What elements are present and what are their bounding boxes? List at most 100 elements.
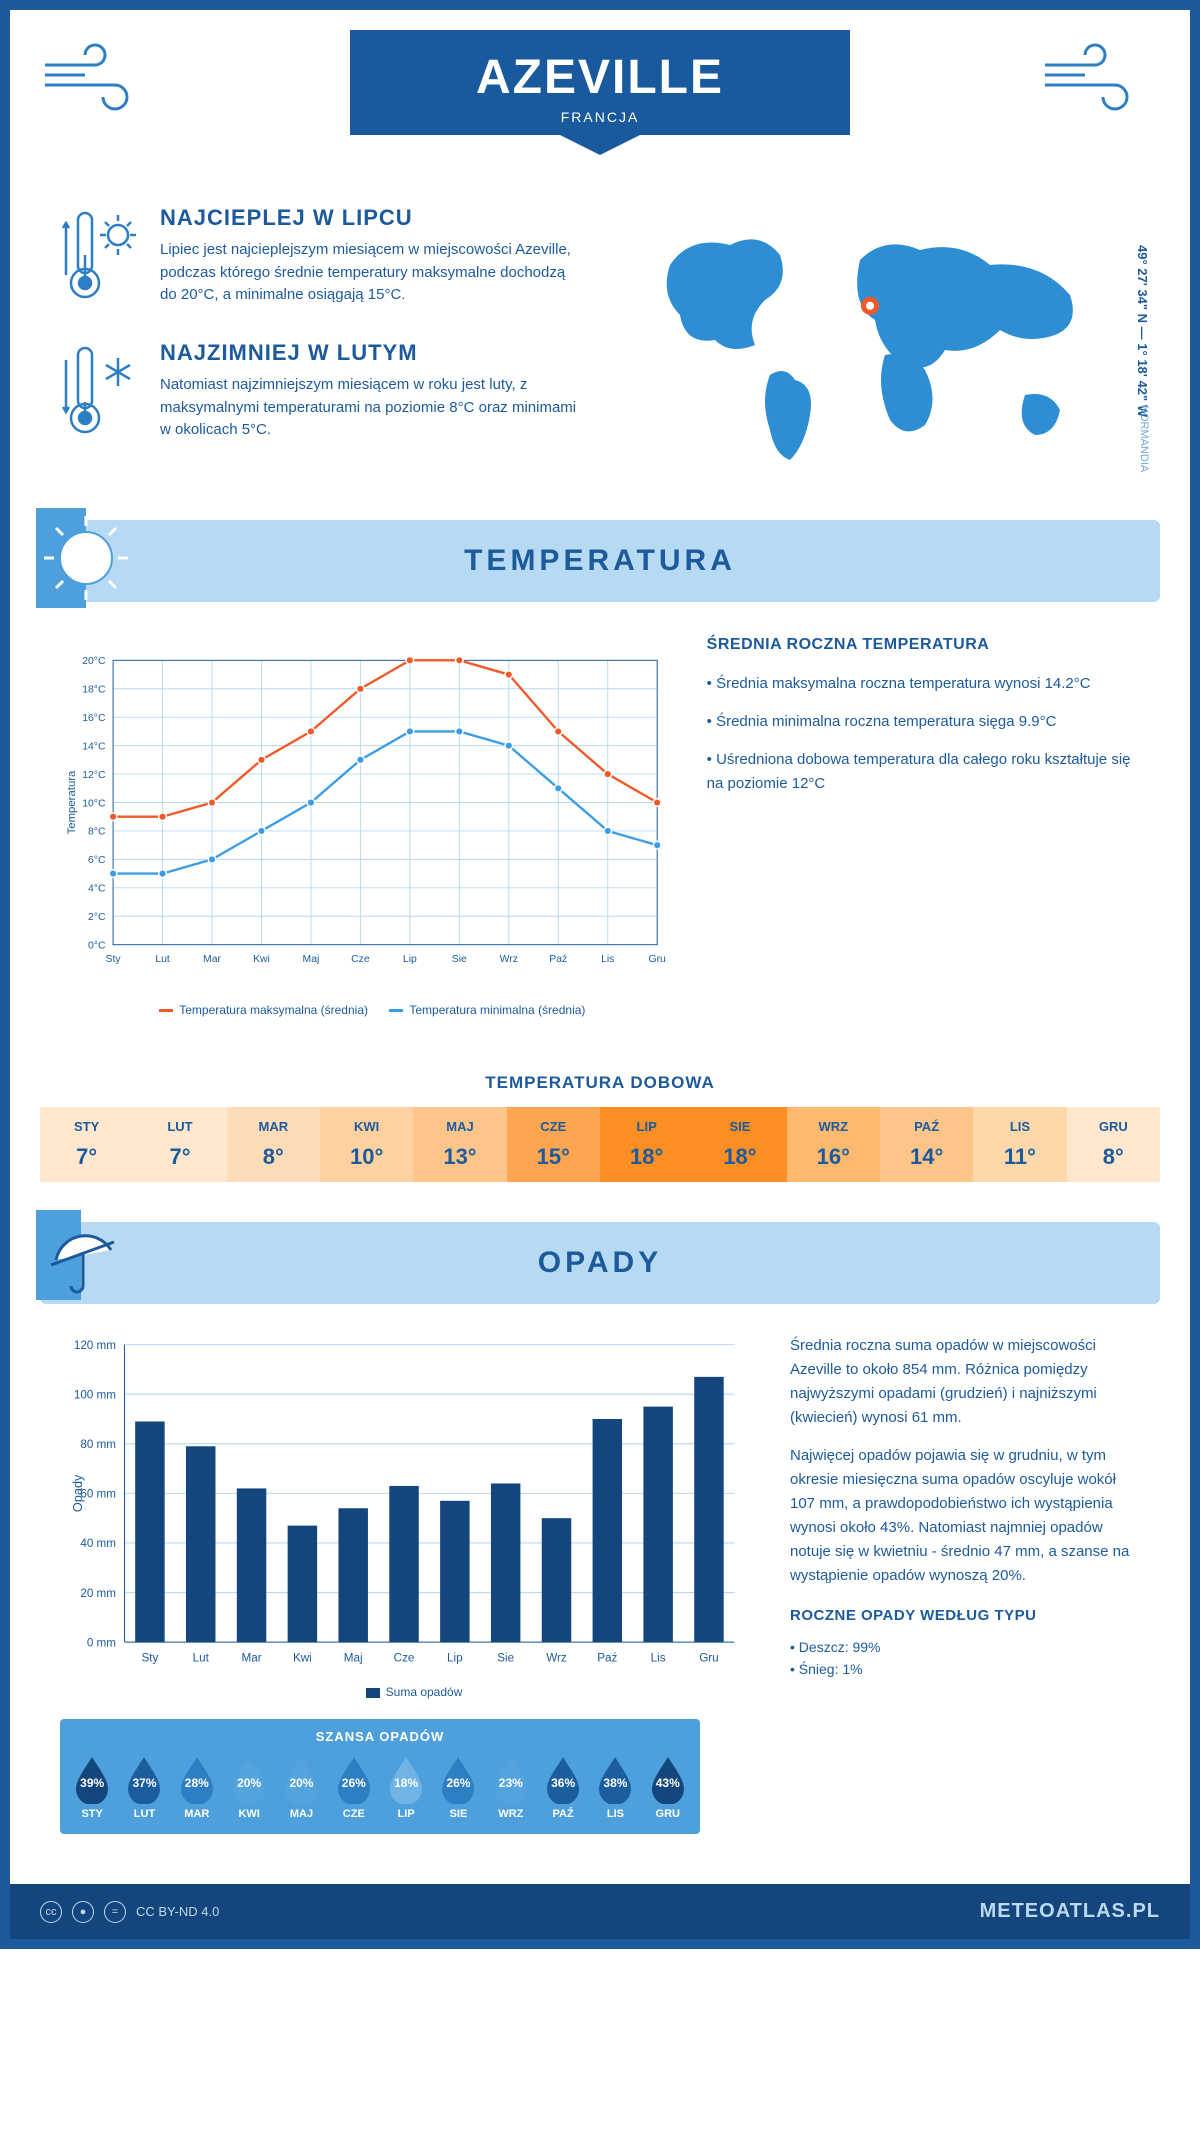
raindrop-icon: 20% — [229, 1754, 269, 1804]
svg-text:20°C: 20°C — [82, 656, 106, 667]
daily-cell: GRU8° — [1067, 1107, 1160, 1182]
hot-fact: NAJCIEPLEJ W LIPCU Lipiec jest najcieple… — [60, 205, 580, 310]
svg-text:Lip: Lip — [403, 954, 417, 965]
chance-pct: 18% — [394, 1776, 418, 1790]
hot-fact-body: NAJCIEPLEJ W LIPCU Lipiec jest najcieple… — [160, 205, 580, 310]
svg-text:18°C: 18°C — [82, 685, 106, 696]
svg-text:Lip: Lip — [447, 1651, 463, 1664]
daily-cell: LUT7° — [133, 1107, 226, 1182]
daily-month: PAŹ — [880, 1119, 973, 1134]
chance-month: PAŹ — [537, 1808, 589, 1820]
chance-month: STY — [66, 1808, 118, 1820]
temperature-side-text: ŚREDNIA ROCZNA TEMPERATURA • Średnia mak… — [707, 632, 1140, 1017]
chance-month: LIP — [380, 1808, 432, 1820]
svg-text:Cze: Cze — [394, 1651, 415, 1664]
raindrop-icon: 26% — [438, 1754, 478, 1804]
world-map — [620, 205, 1140, 485]
chance-item: 23%WRZ — [485, 1754, 537, 1820]
header: AZEVILLE FRANCJA — [10, 10, 1190, 175]
temp-side-title: ŚREDNIA ROCZNA TEMPERATURA — [707, 632, 1140, 658]
svg-text:Kwi: Kwi — [253, 954, 270, 965]
raindrop-icon: 43% — [648, 1754, 688, 1804]
svg-text:Maj: Maj — [303, 954, 320, 965]
raindrop-icon: 28% — [177, 1754, 217, 1804]
intro-section: NAJCIEPLEJ W LIPCU Lipiec jest najcieple… — [10, 175, 1190, 520]
daily-value: 16° — [787, 1144, 880, 1170]
chance-item: 38%LIS — [589, 1754, 641, 1820]
precip-section-header: OPADY — [40, 1222, 1160, 1304]
facts-column: NAJCIEPLEJ W LIPCU Lipiec jest najcieple… — [60, 205, 580, 490]
raindrop-icon: 37% — [124, 1754, 164, 1804]
daily-month: MAR — [227, 1119, 320, 1134]
chance-item: 20% KWI — [223, 1754, 275, 1820]
region-label: NORMANDIA — [1138, 405, 1150, 472]
svg-text:60 mm: 60 mm — [80, 1488, 116, 1501]
legend-max-label: Temperatura maksymalna (średnia) — [179, 1003, 368, 1017]
daily-cell: SIE18° — [693, 1107, 786, 1182]
daily-month: GRU — [1067, 1119, 1160, 1134]
raindrop-icon: 38% — [595, 1754, 635, 1804]
type-snow: • Śnieg: 1% — [790, 1658, 1140, 1680]
svg-text:20 mm: 20 mm — [80, 1587, 116, 1600]
precip-side-p2: Najwięcej opadów pojawia się w grudniu, … — [790, 1444, 1140, 1588]
svg-text:Sty: Sty — [141, 1651, 158, 1664]
svg-text:Lut: Lut — [155, 954, 170, 965]
chance-pct: 26% — [342, 1776, 366, 1790]
svg-text:Wrz: Wrz — [546, 1651, 567, 1664]
chance-row: 39%STY37%LUT28%MAR20%KWI20%MAJ26%CZE18%L… — [60, 1754, 700, 1820]
raindrop-icon: 36% — [543, 1754, 583, 1804]
daily-month: STY — [40, 1119, 133, 1134]
temp-side-p3: • Uśredniona dobowa temperatura dla całe… — [707, 748, 1140, 796]
daily-month: KWI — [320, 1119, 413, 1134]
svg-text:Paź: Paź — [597, 1651, 617, 1664]
chance-month: LUT — [118, 1808, 170, 1820]
svg-text:Mar: Mar — [242, 1651, 262, 1664]
umbrella-icon — [36, 1210, 126, 1300]
svg-text:0 mm: 0 mm — [87, 1636, 116, 1649]
temperature-section-header: TEMPERATURA — [40, 520, 1160, 602]
hot-fact-text: Lipiec jest najcieplejszym miesiącem w m… — [160, 239, 580, 307]
daily-month: CZE — [507, 1119, 600, 1134]
thermometer-sun-icon — [60, 205, 140, 310]
chance-month: KWI — [223, 1808, 275, 1820]
daily-value: 8° — [227, 1144, 320, 1170]
daily-value: 18° — [693, 1144, 786, 1170]
daily-value: 14° — [880, 1144, 973, 1170]
svg-text:14°C: 14°C — [82, 741, 106, 752]
precip-bar-chart: 0 mm20 mm40 mm60 mm80 mm100 mm120 mmStyL… — [60, 1334, 750, 1834]
temp-side-p1: • Średnia maksymalna roczna temperatura … — [707, 672, 1140, 696]
type-rain: • Deszcz: 99% — [790, 1636, 1140, 1658]
precip-type-list: • Deszcz: 99% • Śnieg: 1% — [790, 1636, 1140, 1681]
raindrop-icon: 20% — [281, 1754, 321, 1804]
chance-month: SIE — [432, 1808, 484, 1820]
chance-month: MAJ — [275, 1808, 327, 1820]
daily-cell: LIS11° — [973, 1107, 1066, 1182]
chance-item: 18% LIP — [380, 1754, 432, 1820]
precip-chance-box: SZANSA OPADÓW 39%STY37%LUT28%MAR20%KWI20… — [60, 1719, 700, 1834]
svg-text:Maj: Maj — [344, 1651, 363, 1664]
daily-month: LIP — [600, 1119, 693, 1134]
hot-fact-title: NAJCIEPLEJ W LIPCU — [160, 205, 580, 231]
daily-month: LUT — [133, 1119, 226, 1134]
legend-min-label: Temperatura minimalna (średnia) — [409, 1003, 585, 1017]
svg-text:40 mm: 40 mm — [80, 1537, 116, 1550]
svg-text:100 mm: 100 mm — [74, 1388, 116, 1401]
page-root: AZEVILLE FRANCJA NAJCIEPLEJ W LIPCU Lipi… — [0, 0, 1200, 1949]
by-icon: ● — [72, 1901, 94, 1923]
cold-fact-text: Natomiast najzimniejszym miesiącem w rok… — [160, 374, 580, 442]
footer-site: METEOATLAS.PL — [980, 1900, 1160, 1923]
legend-bar-label: Suma opadów — [386, 1685, 463, 1699]
temperature-line-chart: 0°C2°C4°C6°C8°C10°C12°C14°C16°C18°C20°CS… — [60, 632, 667, 1017]
chance-item: 26%CZE — [328, 1754, 380, 1820]
coordinates-label: 49° 27' 34" N — 1° 18' 42" W — [1135, 245, 1150, 417]
chance-item: 26% SIE — [432, 1754, 484, 1820]
svg-text:Mar: Mar — [203, 954, 221, 965]
temperature-legend: Temperatura maksymalna (średnia) Tempera… — [60, 1003, 667, 1017]
svg-text:Sie: Sie — [452, 954, 467, 965]
license-text: CC BY-ND 4.0 — [136, 1904, 219, 1919]
svg-text:Lis: Lis — [651, 1651, 666, 1664]
nd-icon: = — [104, 1901, 126, 1923]
temp-side-p2: • Średnia minimalna roczna temperatura s… — [707, 710, 1140, 734]
sun-icon — [36, 508, 136, 608]
cc-icon: cc — [40, 1901, 62, 1923]
